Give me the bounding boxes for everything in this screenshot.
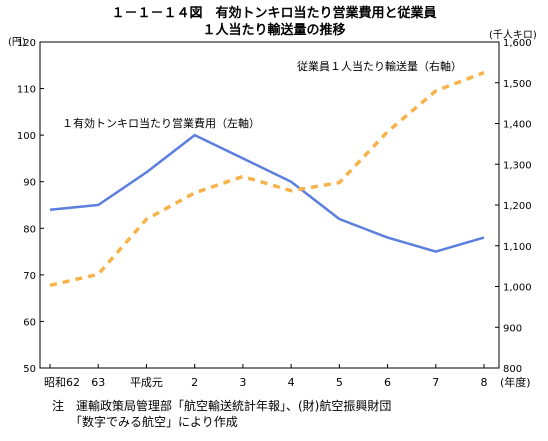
plot-frame [39,41,500,369]
right-tick-label: 1,500 [503,79,532,90]
right-tick-label: 800 [503,364,522,375]
source-note-line2: 「数字でみる航空」により作成 [52,415,238,429]
left-axis-unit: (円) [8,37,26,48]
left-tick-label: 120 [17,38,36,49]
series-line-transport-volume [49,70,485,288]
left-tick-label: 60 [23,317,36,328]
left-tick-label: 90 [23,178,36,189]
left-tick-label: 80 [23,224,36,235]
x-tick-label: 4 [288,376,295,389]
right-tick-label: 1,200 [503,201,532,212]
right-tick-label: 1,100 [503,242,532,253]
right-tick-label: 900 [503,323,522,334]
chart-title-line1: １－１－１４図 有効トンキロ当たり営業費用と従業員 [111,5,436,21]
x-axis-unit: (年度) [500,375,531,389]
x-tick-label: 5 [336,376,343,389]
source-note-line1: 注 運輸政策局管理部「航空輸送統計年報」、(財)航空振興財団 [52,399,392,413]
series-label-transport-volume: 従業員１人当たり輸送量（右軸） [297,59,462,73]
right-tick-label: 1,300 [503,160,532,171]
left-tick-label: 100 [17,131,36,142]
right-tick-label: 1,400 [503,120,532,131]
left-tick-label: 110 [17,85,36,96]
x-tick-label: 63 [91,376,105,389]
right-tick-label: 1,000 [503,283,532,294]
x-tick-label: 7 [432,376,439,389]
x-tick-label: 2 [191,376,198,389]
x-tick-label: 3 [239,376,246,389]
series-label-operating-cost: １有効トンキロ当たり営業費用（左軸） [62,116,260,130]
left-tick-label: 50 [23,364,36,375]
right-tick-label: 1,600 [503,38,532,49]
x-tick-label: 平成元 [130,376,163,389]
x-tick-label: 8 [481,376,488,389]
x-tick-label: 6 [384,376,391,389]
left-tick-label: 70 [23,271,36,282]
series-line-operating-cost [49,133,485,253]
chart-title-line2: １人当たり輸送量の推移 [202,22,345,38]
x-tick-label: 昭和62 [44,376,80,389]
right-axis-unit: (千人キロ) [489,29,537,41]
